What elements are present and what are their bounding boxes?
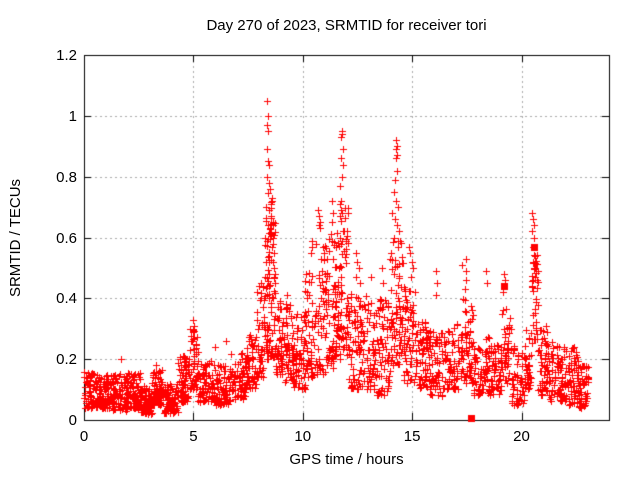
x-tick-label: 10 <box>294 428 312 445</box>
y-tick-label: 0.6 <box>56 229 77 247</box>
x-tick-label: 0 <box>79 428 89 445</box>
x-tick-label: 20 <box>513 428 530 445</box>
y-tick-label: 1 <box>68 107 77 125</box>
y-tick-label: 0.8 <box>56 168 77 186</box>
y-tick-label: 1.2 <box>56 47 77 64</box>
x-tick-label: 15 <box>403 428 421 445</box>
y-tick-label: 0 <box>68 412 77 429</box>
x-tick-label: 5 <box>189 428 198 445</box>
x-axis-label: GPS time / hours <box>289 451 404 468</box>
y-tick-label: 0.2 <box>56 351 77 369</box>
y-tick-label: 0.4 <box>56 290 77 308</box>
chart-title: Day 270 of 2023, SRMTID for receiver tor… <box>206 17 487 34</box>
y-axis-label: SRMTID / TECUs <box>7 178 24 298</box>
